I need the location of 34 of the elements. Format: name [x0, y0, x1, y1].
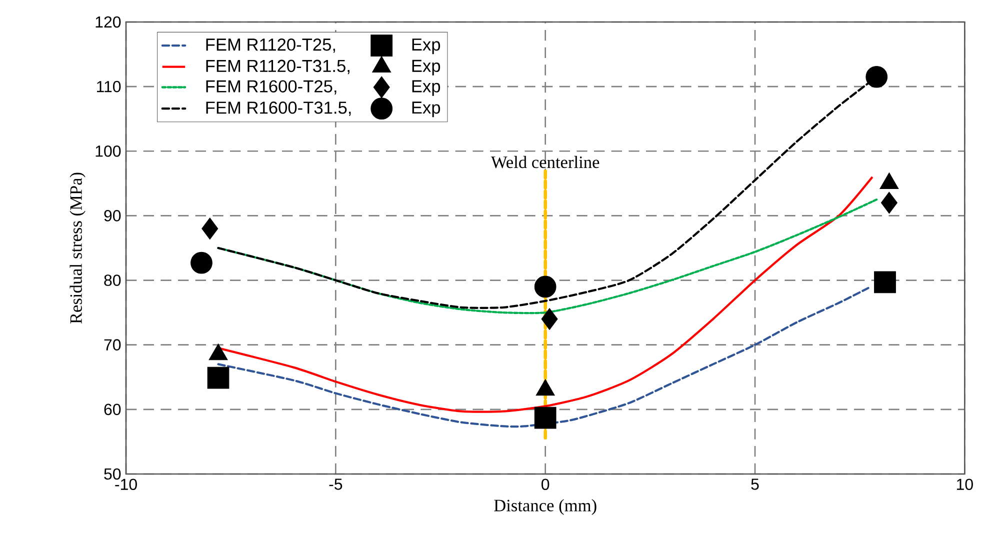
line-series: [217, 286, 870, 428]
y-tick-label: 110: [97, 80, 121, 92]
legend-label: FEM R1120-T31.5,: [206, 60, 350, 74]
legend-label: Exp: [412, 38, 440, 54]
x-tick-label: 0: [542, 478, 550, 490]
point: [190, 252, 212, 274]
y-tick-label: 80: [104, 274, 121, 286]
point: [880, 192, 898, 214]
legend-label: FEM R1120-T25,: [206, 38, 335, 53]
ref-line-label: Weld centerline: [490, 156, 600, 168]
y-tick-label: 50: [104, 468, 121, 480]
y-axis-title: Residual stress (MPa): [70, 172, 86, 324]
legend-label: Exp: [412, 60, 440, 76]
point: [534, 276, 556, 298]
y-tick-label: 70: [104, 339, 121, 350]
y-tick-label: 100: [96, 145, 121, 157]
x-axis-title: Distance (mm): [494, 499, 596, 515]
x-tick-label: -5: [329, 478, 342, 490]
point: [541, 308, 558, 330]
legend-label: FEM R1600-T31.5,: [206, 102, 351, 116]
x-tick-label: 5: [751, 478, 759, 490]
y-tick-label: 90: [104, 210, 121, 222]
point: [202, 218, 218, 240]
x-tick-label: 10: [956, 478, 973, 490]
x-tick-label: -10: [115, 478, 137, 490]
y-tick-label: 120: [96, 16, 121, 28]
point: [207, 366, 230, 389]
point: [866, 66, 888, 88]
y-tick-label: 60: [104, 404, 121, 416]
legend-label: FEM R1600-T25,: [206, 80, 336, 95]
point: [874, 271, 896, 294]
legend-label: Exp: [412, 80, 440, 96]
legend-label: Exp: [412, 102, 440, 118]
point: [534, 406, 556, 429]
